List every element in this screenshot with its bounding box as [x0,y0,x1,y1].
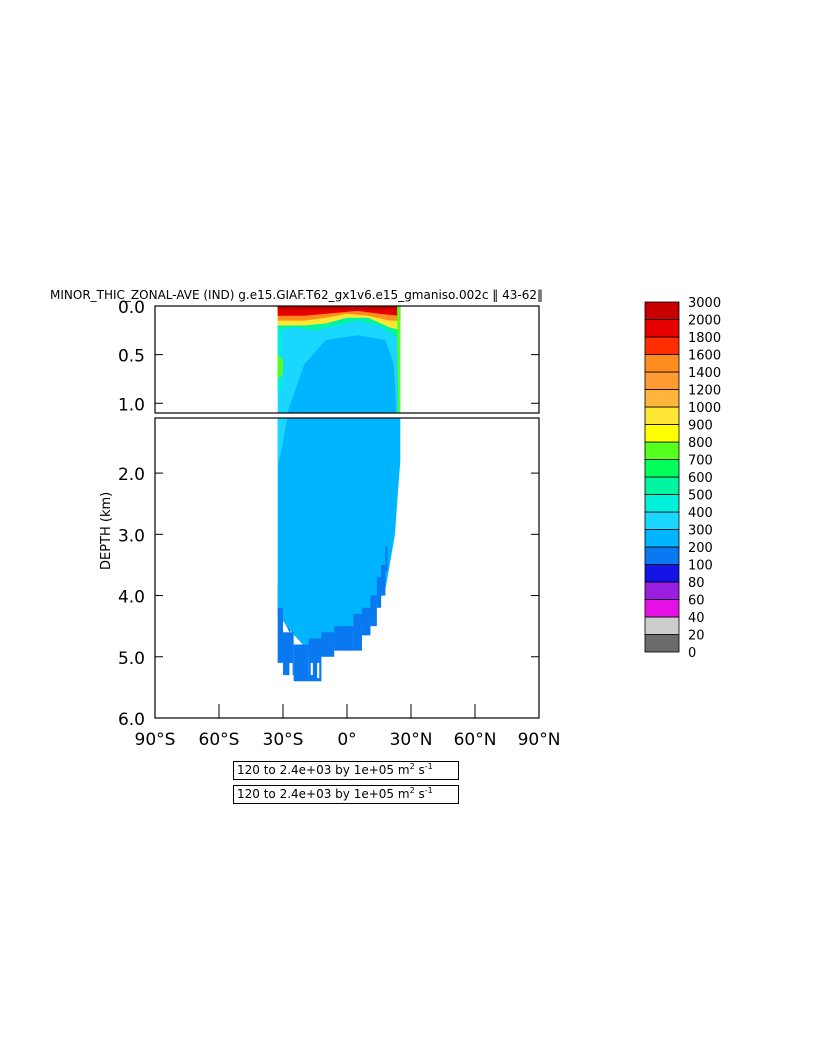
colorbar-label-16: 1400 [688,366,721,381]
colorbar-label-11: 700 [688,454,713,469]
colorbar-swatch-5 [644,546,680,565]
colorbar-swatch-8 [644,494,680,513]
colorbar-swatch-3 [644,581,680,600]
colorbar-label-1: 20 [688,629,705,644]
upper-ytick-label-1: 0.5 [118,347,145,367]
lower-panel: 2.0 3.0 4.0 5.0 6.0 90°S 60°S 30°S 0° 30°N 60°N 90… [118,417,561,750]
xtick-label-0: 90°S [135,730,176,750]
contour-info-box-2: 120 to 2.4e+03 by 1e+05 m2 s-1 [233,785,459,804]
bottom-notch-1 [289,662,293,679]
colorbar-swatch-7 [644,511,680,530]
contour-info-box-1: 120 to 2.4e+03 by 1e+05 m2 s-1 [233,761,459,780]
xtick-label-5: 60°N [454,730,497,750]
bottom-notch-0 [280,662,283,679]
lower-ytick-label-1: 3.0 [118,526,145,546]
colorbar-label-6: 200 [688,541,713,556]
upper-ytick-label-0: 0.0 [118,298,145,318]
colorbar-swatch-19 [644,301,680,320]
deep-blue-edge-9 [376,577,382,608]
deep-blue-edge-4 [321,632,335,657]
colorbar-label-0: 0 [688,646,696,661]
upper-panel: 0.0 0.5 1.0 [118,298,540,415]
colorbar-label-7: 300 [688,524,713,539]
colorbar-label-12: 800 [688,436,713,451]
bottom-notch-3 [317,662,320,679]
colorbar-label-20: 3000 [688,296,721,311]
colorbar-swatch-14 [644,389,680,408]
colorbar-swatch-10 [644,459,680,478]
colorbar-swatch-12 [644,424,680,443]
lower-ytick-label-3: 5.0 [118,649,145,669]
colorbar: 0 20 40 60 80 100 200 300 400 500 600 700 800 900 1000… [644,296,721,661]
colorbar-label-19: 2000 [688,314,721,329]
deep-blue-edge-10 [381,564,386,596]
colorbar-label-9: 500 [688,489,713,504]
deep-blue-edge-7 [361,607,371,636]
xtick-label-4: 30°N [390,730,433,750]
colorbar-swatch-6 [644,529,680,548]
colorbar-swatch-15 [644,371,680,390]
deep-blue-edge-11 [385,546,388,572]
deep-blue-edge-6 [353,613,362,651]
colorbar-swatch-11 [644,441,680,460]
colorbar-label-2: 40 [688,611,705,626]
bottom-notch-2 [310,662,313,676]
xtick-label-6: 90°N [518,730,561,750]
lower-ytick-label-2: 4.0 [118,588,145,608]
region-main-blue [277,418,401,657]
upper-panel-frame [154,305,540,414]
colorbar-label-8: 400 [688,506,713,521]
colorbar-label-17: 1600 [688,349,721,364]
colorbar-swatch-1 [644,616,680,635]
colorbar-label-18: 1800 [688,331,721,346]
lower-ytick-label-4: 6.0 [118,710,145,730]
upper-dark-red-band [277,306,401,310]
xtick-label-3: 0° [337,730,356,750]
colorbar-label-5: 100 [688,559,713,574]
lower-ytick-label-0: 2.0 [118,465,145,485]
colorbar-swatch-2 [644,599,680,618]
upper-ytick-label-2: 1.0 [118,395,145,415]
deep-blue-edge-0 [277,607,283,663]
colorbar-label-3: 60 [688,594,705,609]
colorbar-label-14: 1000 [688,401,721,416]
chart-title: MINOR_THIC_ZONAL-AVE (IND) g.e15.GIAF.T6… [50,288,543,302]
colorbar-label-15: 1200 [688,384,721,399]
colorbar-label-4: 80 [688,576,705,591]
y-axis-label: DEPTH (km) [99,492,114,570]
upper-west-green [277,354,283,379]
deep-blue-edge-1 [283,632,294,676]
xtick-label-1: 60°S [199,730,240,750]
colorbar-swatch-13 [644,406,680,425]
region-light-cyan-west [277,418,288,467]
colorbar-swatch-4 [644,564,680,583]
colorbar-swatch-17 [644,336,680,355]
colorbar-swatch-18 [644,319,680,338]
colorbar-label-13: 900 [688,419,713,434]
deep-blue-edge-5 [334,626,354,651]
colorbar-label-10: 600 [688,471,713,486]
deep-blue-edge-3 [308,638,322,682]
colorbar-swatch-9 [644,476,680,495]
upper-east-green [397,306,401,413]
colorbar-swatch-16 [644,354,680,373]
deep-blue-edge-8 [370,595,377,627]
xtick-label-2: 30°S [263,730,304,750]
deep-blue-edge-2 [293,644,309,682]
colorbar-swatch-0 [644,634,680,653]
upper-main-blue [287,335,397,413]
